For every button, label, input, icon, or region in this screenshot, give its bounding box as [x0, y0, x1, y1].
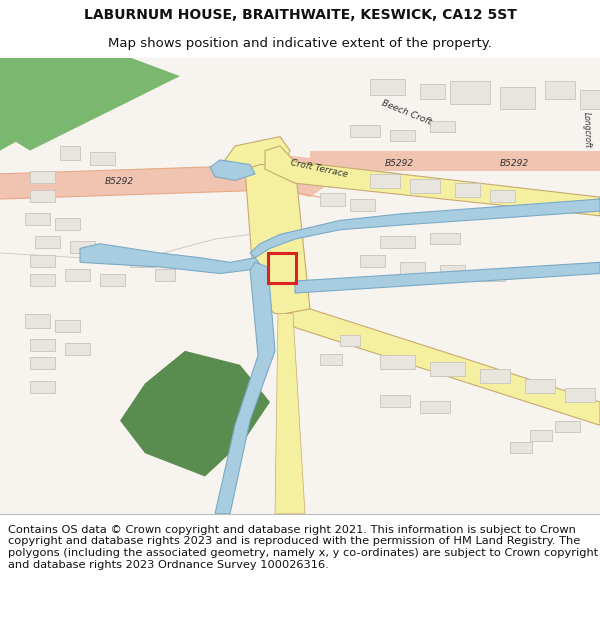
Polygon shape [320, 192, 345, 206]
Text: Map shows position and indicative extent of the property.: Map shows position and indicative extent… [108, 38, 492, 50]
Polygon shape [25, 314, 50, 328]
Text: LABURNUM HOUSE, BRAITHWAITE, KESWICK, CA12 5ST: LABURNUM HOUSE, BRAITHWAITE, KESWICK, CA… [83, 8, 517, 22]
Text: B5292: B5292 [105, 177, 134, 186]
Polygon shape [65, 343, 90, 356]
Polygon shape [380, 356, 415, 369]
Polygon shape [30, 381, 55, 392]
Polygon shape [0, 58, 600, 514]
Polygon shape [0, 58, 180, 151]
Polygon shape [30, 357, 55, 369]
Polygon shape [120, 351, 270, 476]
Polygon shape [250, 197, 600, 258]
Polygon shape [35, 236, 60, 248]
Polygon shape [275, 314, 305, 514]
Polygon shape [430, 362, 465, 376]
Polygon shape [80, 244, 260, 274]
Polygon shape [215, 262, 275, 514]
Polygon shape [320, 354, 342, 365]
Polygon shape [350, 199, 375, 211]
Polygon shape [210, 160, 255, 181]
Polygon shape [265, 146, 600, 216]
Polygon shape [310, 151, 600, 171]
Polygon shape [25, 213, 50, 225]
Polygon shape [55, 217, 80, 230]
Polygon shape [580, 90, 600, 109]
Polygon shape [240, 151, 400, 190]
Polygon shape [430, 121, 455, 132]
Text: Croft Terrace: Croft Terrace [290, 158, 349, 179]
Polygon shape [450, 81, 490, 104]
Polygon shape [480, 270, 505, 281]
Text: B5292: B5292 [500, 159, 529, 168]
Polygon shape [55, 320, 80, 332]
Text: B5292: B5292 [385, 159, 414, 169]
Polygon shape [370, 79, 405, 95]
Polygon shape [70, 241, 95, 253]
Polygon shape [225, 137, 290, 169]
Polygon shape [340, 335, 360, 346]
Polygon shape [400, 262, 425, 274]
Polygon shape [0, 58, 130, 127]
Polygon shape [510, 442, 532, 453]
Polygon shape [0, 164, 330, 199]
Polygon shape [155, 269, 175, 281]
Bar [268, 253, 296, 283]
Polygon shape [555, 421, 580, 432]
Polygon shape [285, 309, 600, 425]
Polygon shape [430, 232, 460, 244]
Polygon shape [380, 236, 415, 248]
Polygon shape [440, 265, 465, 276]
Polygon shape [545, 81, 575, 99]
Polygon shape [390, 130, 415, 141]
Polygon shape [565, 388, 595, 402]
Polygon shape [65, 269, 90, 281]
Polygon shape [410, 179, 440, 192]
Polygon shape [350, 124, 380, 137]
Polygon shape [30, 339, 55, 351]
Polygon shape [130, 253, 155, 267]
Polygon shape [245, 164, 310, 314]
Text: Contains OS data © Crown copyright and database right 2021. This information is : Contains OS data © Crown copyright and d… [8, 525, 599, 569]
Text: Longcroft: Longcroft [582, 111, 592, 148]
Polygon shape [0, 58, 130, 151]
Polygon shape [60, 146, 80, 160]
Polygon shape [100, 274, 125, 286]
Polygon shape [380, 394, 410, 407]
Polygon shape [490, 190, 515, 202]
Polygon shape [420, 84, 445, 99]
Polygon shape [90, 152, 115, 164]
Polygon shape [30, 274, 55, 286]
Polygon shape [455, 183, 480, 197]
Polygon shape [370, 174, 400, 188]
Polygon shape [30, 171, 55, 183]
Polygon shape [480, 369, 510, 383]
Polygon shape [530, 430, 552, 441]
Text: Beech Croft: Beech Croft [380, 98, 433, 126]
Polygon shape [420, 401, 450, 413]
Polygon shape [30, 255, 55, 267]
Polygon shape [500, 88, 535, 109]
Polygon shape [360, 255, 385, 267]
Polygon shape [295, 262, 600, 293]
Polygon shape [30, 190, 55, 202]
Polygon shape [525, 379, 555, 392]
